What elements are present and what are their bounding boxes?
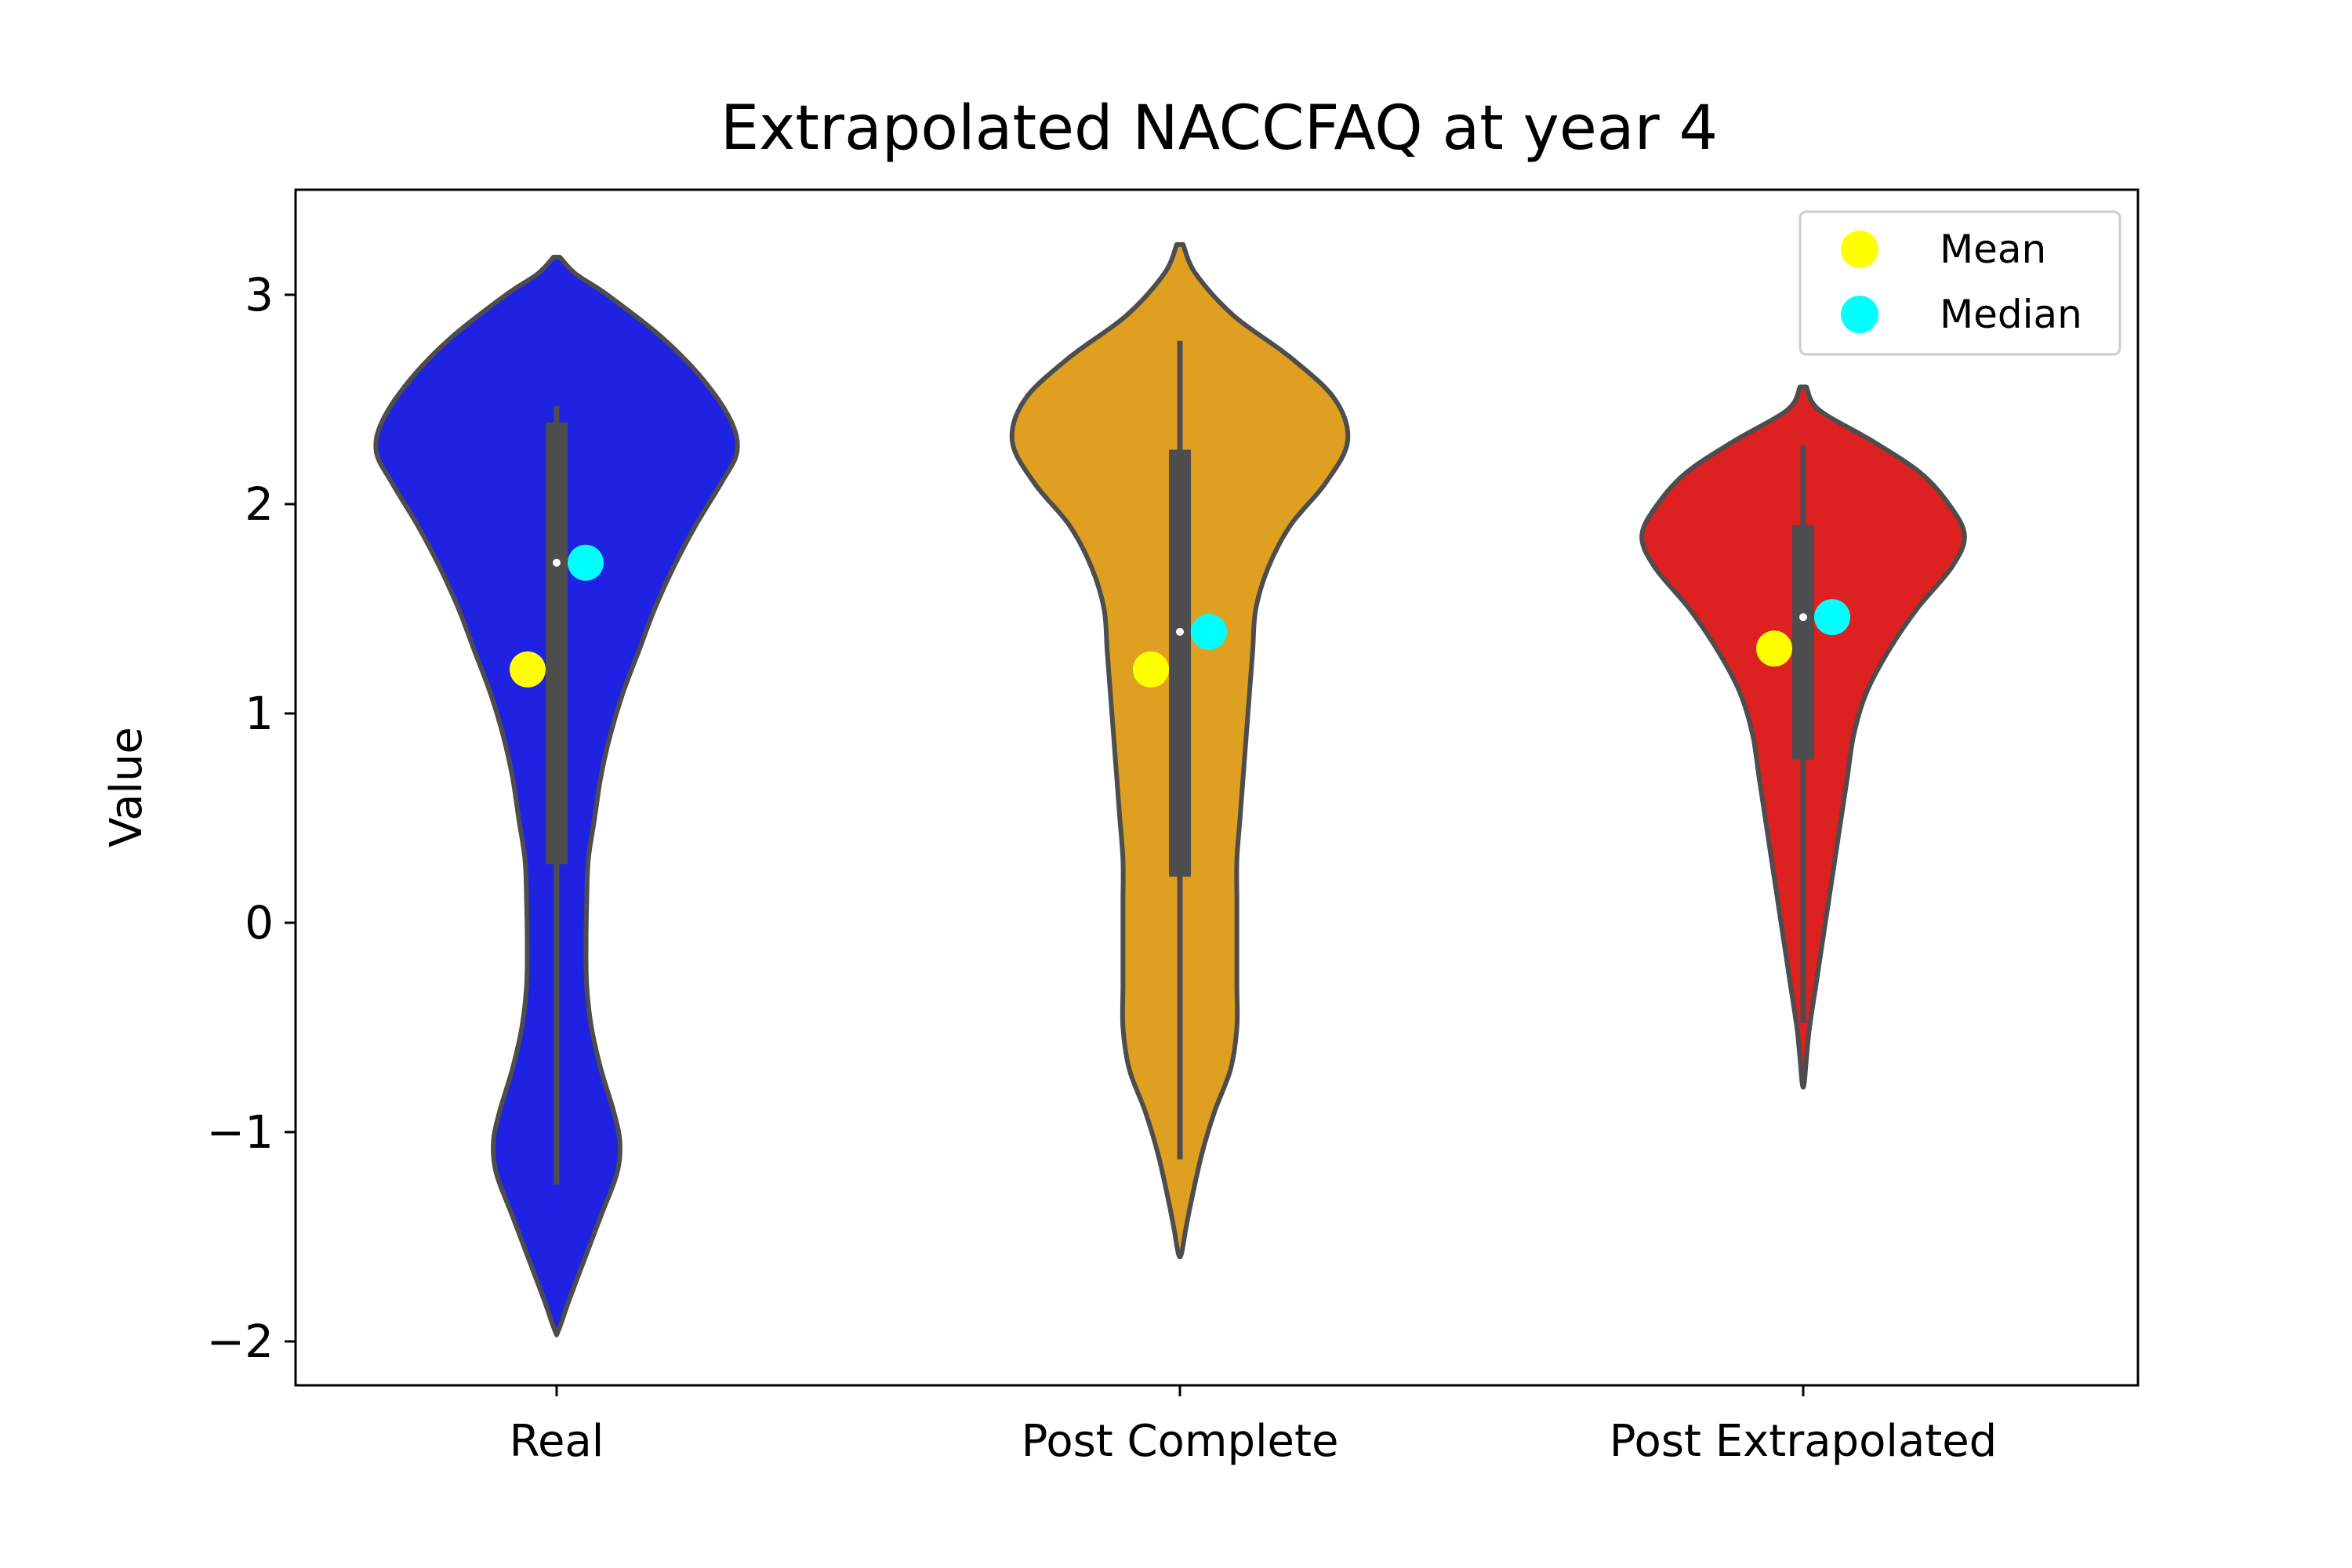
y-tick-label: −1 [207, 1105, 274, 1159]
y-tick-label: 1 [245, 687, 274, 740]
y-tick-label: −2 [207, 1315, 274, 1368]
x-tick-label: Post Extrapolated [1610, 1416, 1997, 1467]
median-marker-post-extrapolated [1814, 599, 1850, 636]
x-axis: Real Post Complete Post Extrapolated [510, 1385, 1997, 1467]
median-dot-post-extrapolated [1799, 613, 1807, 622]
legend-mean-label: Mean [1940, 227, 2046, 272]
x-tick-label: Post Complete [1022, 1416, 1339, 1467]
mean-marker-post-extrapolated [1756, 630, 1792, 667]
median-dot-post-complete [1176, 627, 1184, 636]
x-tick-label: Real [510, 1416, 604, 1467]
y-tick-label: 3 [245, 268, 274, 321]
plot-frame [294, 188, 2140, 1387]
y-axis: −2 −1 0 1 2 3 [207, 268, 296, 1368]
legend: Mean Median [1798, 210, 2122, 356]
median-marker-real [568, 544, 604, 581]
iqr-box-post-complete [1169, 449, 1191, 877]
median-dot-real [553, 558, 561, 567]
iqr-box-post-extrapolated [1792, 524, 1814, 760]
violins-group [373, 241, 1967, 1338]
y-axis-label: Value [101, 727, 152, 848]
chart-title: Extrapolated NACCFAQ at year 4 [720, 93, 1718, 164]
legend-median-label: Median [1940, 292, 2082, 337]
mean-marker-post-complete [1133, 651, 1169, 688]
iqr-box-real [546, 422, 568, 865]
y-tick-label: 2 [245, 477, 274, 531]
mean-marker-real [510, 651, 546, 688]
legend-box [1798, 210, 2122, 356]
legend-mean-marker [1841, 230, 1878, 268]
y-tick-label: 0 [245, 896, 274, 949]
legend-median-marker [1841, 296, 1878, 333]
median-marker-post-complete [1191, 613, 1227, 650]
